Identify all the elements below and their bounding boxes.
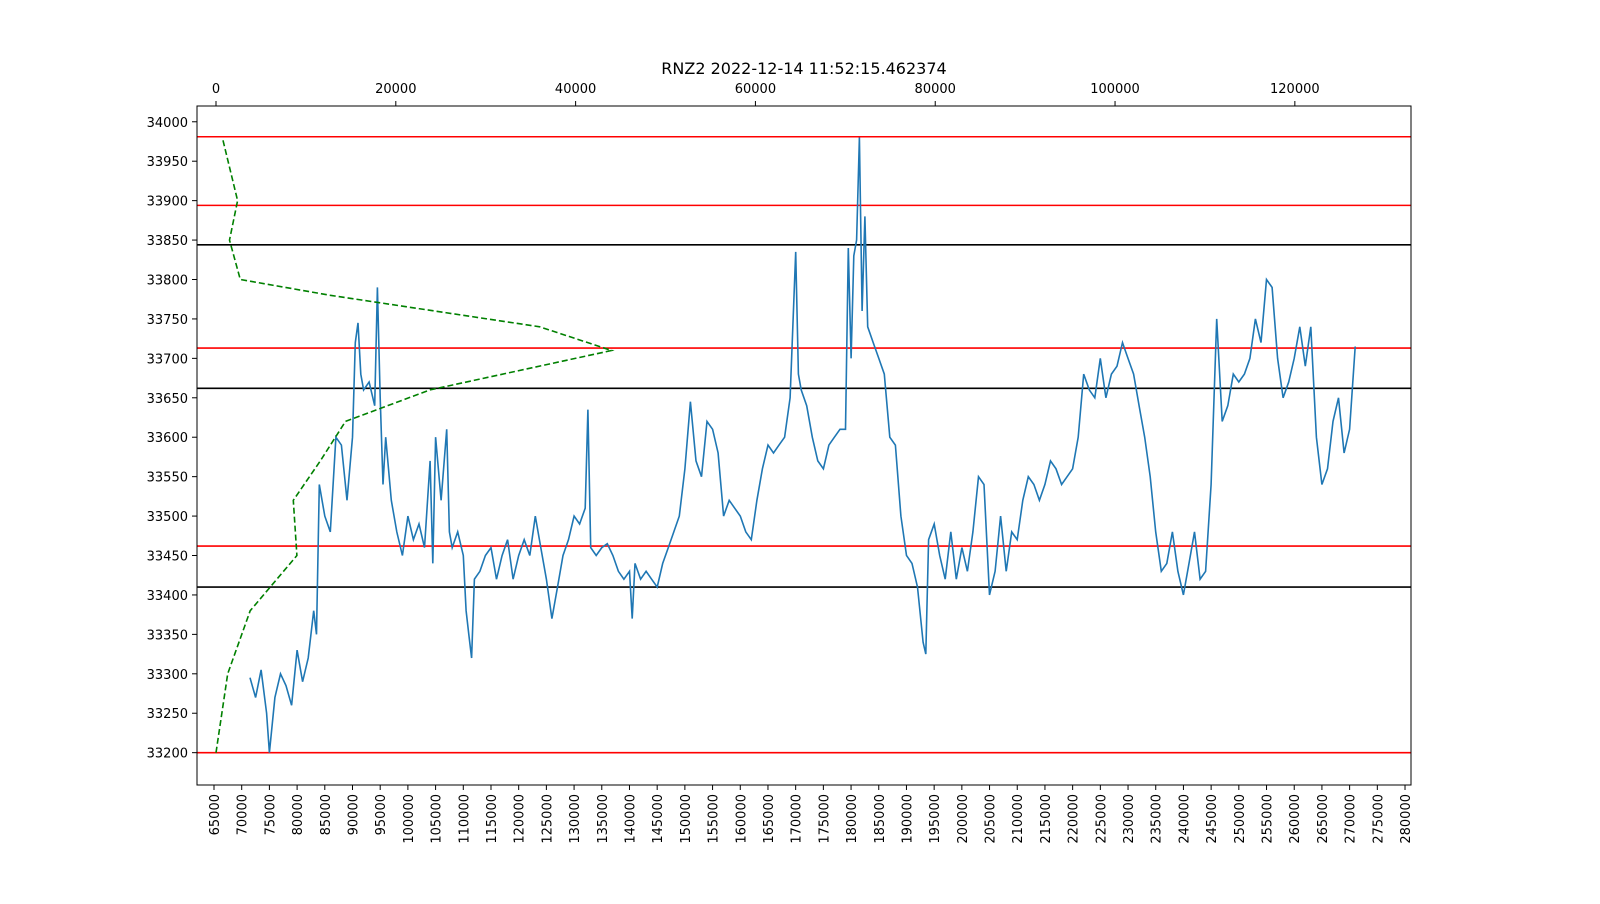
x-tick-label: 175000 [817,794,832,844]
x-tick-label: 250000 [1233,794,1248,844]
x-tick-label: 205000 [984,794,999,844]
x-tick-label: 110000 [457,794,472,844]
x-tick-label: 225000 [1094,794,1109,844]
x-tick-label: 90000 [346,794,361,835]
x-tick-label: 145000 [651,794,666,844]
x-tick-label: 160000 [734,794,749,844]
y-tick-label: 33600 [147,431,188,446]
chart-title: RNZ2 2022-12-14 11:52:15.462374 [661,59,946,78]
x-tick-label: 85000 [319,794,334,835]
y-tick-label: 34000 [147,116,188,131]
x-tick-label: 260000 [1288,794,1303,844]
x-tick-label: 75000 [263,794,278,835]
y-tick-label: 33900 [147,195,188,210]
x-tick-label: 120000 [513,794,528,844]
y-tick-label: 33400 [147,589,188,604]
x-tick-label: 130000 [568,794,583,844]
x-tick-label: 105000 [430,794,445,844]
x-tick-label: 200000 [956,794,971,844]
x-tick-label: 135000 [596,794,611,844]
x-tick-label: 240000 [1177,794,1192,844]
y-tick-label: 33200 [147,747,188,762]
y-tick-label: 33950 [147,155,188,170]
x-tick-label: 70000 [236,794,251,835]
x-tick-label: 180000 [845,794,860,844]
x-tick-label: 195000 [928,794,943,844]
y-tick-label: 33550 [147,471,188,486]
series-line [249,137,1356,753]
x-tick-label: 140000 [623,794,638,844]
x-tick-label: 170000 [790,794,805,844]
y-tick-label: 33300 [147,668,188,683]
x2-tick-label: 100000 [1090,82,1140,97]
x-tick-label: 245000 [1205,794,1220,844]
x-tick-label: 115000 [485,794,500,844]
x-tick-label: 235000 [1150,794,1165,844]
x-tick-label: 165000 [762,794,777,844]
y-tick-label: 33850 [147,234,188,249]
x-tick-label: 100000 [402,794,417,844]
x2-tick-label: 40000 [555,82,596,97]
x2-tick-label: 0 [212,82,220,97]
x-tick-label: 270000 [1344,794,1359,844]
x-tick-label: 80000 [291,794,306,835]
x2-tick-label: 120000 [1270,82,1320,97]
x-tick-label: 185000 [873,794,888,844]
x-tick-label: 275000 [1371,794,1386,844]
x-tick-label: 95000 [374,794,389,835]
y-tick-label: 33650 [147,392,188,407]
x-tick-label: 255000 [1261,794,1276,844]
y-tick-label: 33350 [147,628,188,643]
x-tick-label: 215000 [1039,794,1054,844]
y-tick-label: 33700 [147,352,188,367]
x-tick-label: 190000 [900,794,915,844]
x2-tick-label: 80000 [915,82,956,97]
y-tick-label: 33250 [147,707,188,722]
x-tick-label: 65000 [208,794,223,835]
x-tick-label: 125000 [540,794,555,844]
plot-frame [196,105,1412,786]
y-tick-label: 33450 [147,550,188,565]
x2-tick-label: 60000 [735,82,776,97]
series-line [215,137,615,753]
x2-tick-label: 20000 [375,82,416,97]
y-tick-label: 33500 [147,510,188,525]
x-tick-label: 230000 [1122,794,1137,844]
y-tick-label: 33750 [147,313,188,328]
y-tick-label: 33800 [147,273,188,288]
x-tick-label: 155000 [707,794,722,844]
x-tick-label: 220000 [1067,794,1082,844]
x-tick-label: 280000 [1399,794,1414,844]
x-tick-label: 150000 [679,794,694,844]
x-tick-label: 210000 [1011,794,1026,844]
x-tick-label: 265000 [1316,794,1331,844]
